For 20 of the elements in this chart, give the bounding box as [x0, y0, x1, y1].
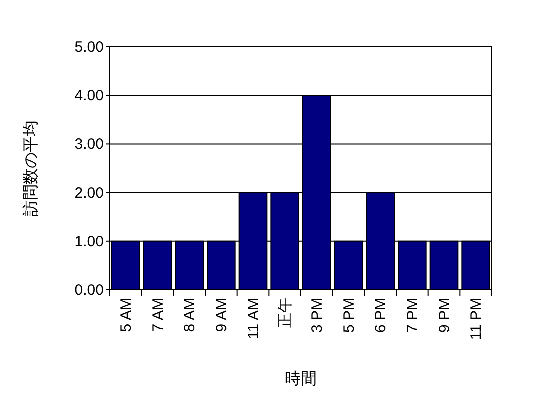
x-tick-label: 7 AM: [150, 298, 167, 332]
x-tick-label: 5 AM: [118, 298, 135, 332]
x-tick-label: 9 PM: [436, 298, 454, 334]
x-tick-label: 9 AM: [213, 298, 230, 332]
y-tick-label: 2.00: [74, 184, 104, 202]
x-tick-label: 正午: [277, 298, 294, 328]
y-axis-title: 訪問数の平均: [22, 120, 40, 216]
y-tick-label: 5.00: [74, 39, 104, 56]
y-tick-label: 3.00: [74, 136, 104, 154]
x-tick-label: 11 PM: [468, 298, 486, 340]
y-tick-label: 1.00: [74, 233, 104, 250]
x-tick-label: 5 PM: [340, 298, 358, 334]
x-tick-label: 6 PM: [372, 298, 390, 334]
x-tick-label: 3 PM: [308, 298, 326, 334]
y-tick-label: 0.00: [74, 282, 104, 299]
x-tick-label: 11 AM: [245, 298, 262, 340]
y-tick-label: 4.00: [74, 88, 104, 105]
x-tick-label: 8 AM: [182, 298, 199, 332]
x-tick-label: 7 PM: [404, 298, 422, 334]
x-axis-title: 時間: [285, 370, 317, 388]
